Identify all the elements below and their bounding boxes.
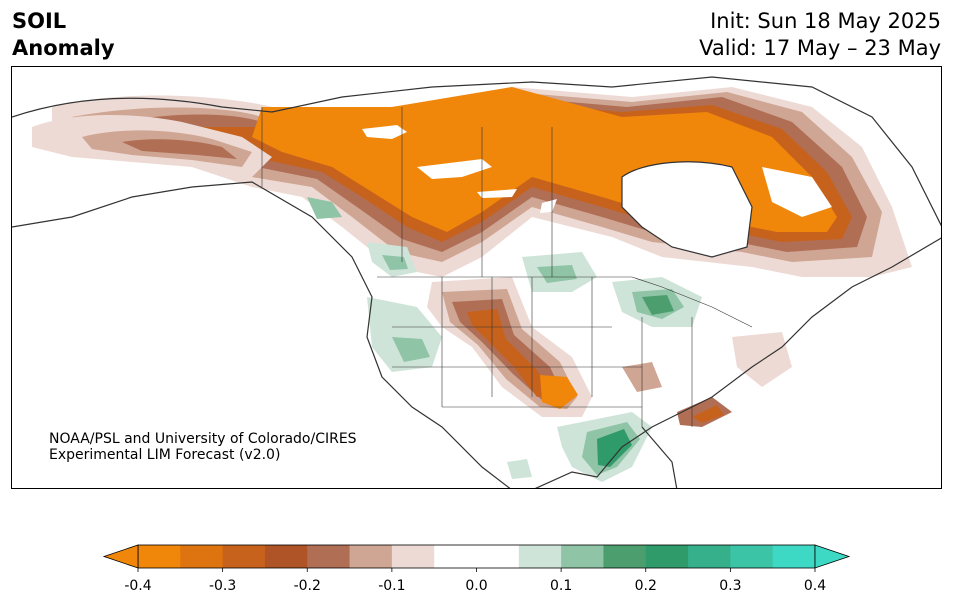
valid-range: Valid: 17 May – 23 May [699,36,941,60]
colorbar-tick-label: -0.1 [378,578,406,594]
dry-anomaly-alaska [32,115,272,177]
title-line-1: SOIL [12,9,67,33]
colorbar-segment [518,545,562,568]
dry-anomaly-plains [427,277,792,427]
colorbar-ticks [137,568,816,572]
colorbar-tick-label: -0.4 [124,578,152,594]
colorbar-segment [688,545,731,568]
colorbar-segment [180,545,224,568]
title-line-2: Anomaly [12,36,115,60]
map-title: SOIL Anomaly [12,8,115,62]
colorbar-segment [138,545,181,568]
dry-anomaly-canada [52,87,912,277]
colorbar-tick-label: 0.0 [465,578,488,594]
colorbar-tick-label: 0.4 [803,578,827,594]
colorbar-segment [772,545,816,568]
colorbar-tick-label: -0.2 [293,578,321,594]
colorbar-segment [349,545,393,568]
colorbar-segment [730,545,774,568]
colorbar-segment [264,545,308,568]
colorbar-tick-label: 0.1 [549,578,573,594]
colorbar-high-extend [814,544,851,569]
colorbar-segments [138,545,816,568]
credit-text: NOAA/PSL and University of Colorado/CIRE… [49,431,357,463]
colorbar-segment [391,545,435,568]
colorbar-segment [603,545,647,568]
colorbar-frame [137,544,816,569]
credit-line-1: NOAA/PSL and University of Colorado/CIRE… [49,431,357,447]
map-canvas [12,76,941,488]
borders [261,107,753,427]
forecast-dates: Init: Sun 18 May 2025 Valid: 17 May – 23… [699,8,941,62]
colorbar-low-extend [102,544,139,569]
colorbar-segment [434,545,477,568]
anomaly-map: NOAA/PSL and University of Colorado/CIRE… [11,66,942,489]
colorbar-segment [307,545,351,568]
colorbar-tick-label: 0.3 [719,578,742,594]
colorbar-segment [561,545,604,568]
colorbar-tick-label: 0.2 [634,578,657,594]
init-date: Init: Sun 18 May 2025 [710,9,941,33]
wet-anomalies [307,197,702,482]
credit-line-2: Experimental LIM Forecast (v2.0) [49,447,281,463]
colorbar-segment [222,545,266,568]
colorbar-segment [645,545,689,568]
coastlines [12,76,941,488]
colorbar-segment [476,545,520,568]
colorbar-tick-label: -0.3 [208,578,237,594]
